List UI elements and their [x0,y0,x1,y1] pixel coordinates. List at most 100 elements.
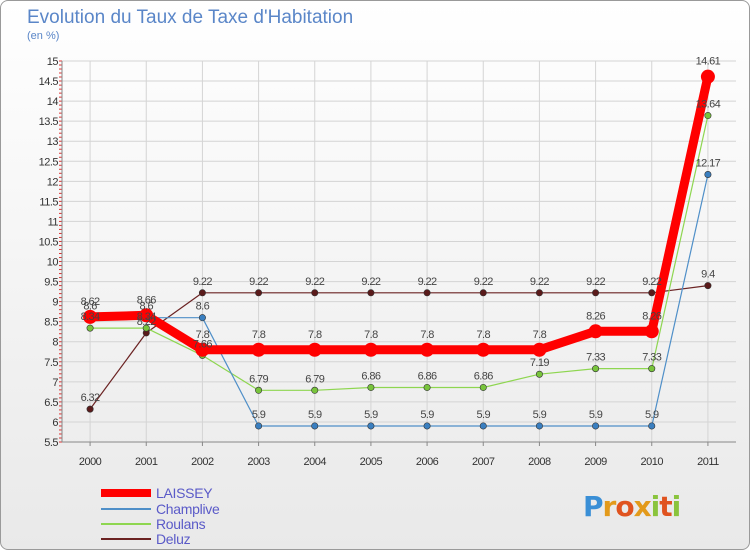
data-label-roulans: 6.86 [474,370,493,382]
point-champlive [535,422,543,430]
x-tick-label: 2006 [416,456,439,468]
point-laissey [83,309,98,324]
point-laissey [476,342,491,357]
data-label-laissey: 14.61 [696,56,721,68]
point-roulans [311,386,319,394]
data-label-roulans: 6.86 [361,370,380,382]
point-roulans [142,324,150,332]
y-tick-label: 9.5 [44,277,58,289]
data-label-champlive: 5.9 [420,409,434,421]
data-label-deluz: 6.32 [81,392,100,404]
logo-letter: t [659,490,672,523]
point-roulans [535,370,543,378]
y-tick-label: 8.5 [44,317,58,329]
x-tick-label: 2011 [697,456,719,468]
data-label-deluz: 9.22 [586,276,605,288]
logo-letter: r [602,490,617,523]
data-label-laissey: 7.8 [364,329,378,341]
point-champlive [704,170,712,178]
x-tick-label: 2004 [304,456,327,468]
point-roulans [367,383,375,391]
point-laissey [195,342,210,357]
y-tick-label: 7 [52,377,58,389]
point-roulans [255,386,263,394]
x-tick-label: 2007 [472,456,495,468]
data-label-deluz: 9.22 [530,276,549,288]
series-line-champlive [89,173,709,427]
point-deluz [86,405,94,413]
chart-title: Evolution du Taux de Taxe d'Habitation [27,7,354,28]
data-label-laissey: 8.26 [642,310,661,322]
point-roulans [592,365,600,373]
point-laissey [644,324,659,339]
x-tick-label: 2000 [79,456,102,468]
data-label-champlive: 5.9 [364,409,378,421]
data-label-champlive: 5.9 [645,409,659,421]
y-tick-label: 12.5 [39,156,59,168]
point-deluz [367,289,375,297]
unit-label: (en %) [27,30,60,42]
y-tick-label: 7.5 [44,357,58,369]
point-deluz [198,289,206,297]
point-champlive [479,422,487,430]
point-laissey [420,342,435,357]
x-tick-label: 2002 [191,456,214,468]
x-tick-label: 2005 [360,456,383,468]
point-roulans [704,112,712,120]
data-label-champlive: 5.9 [252,409,266,421]
data-label-laissey: 7.8 [477,329,491,341]
data-label-deluz: 9.22 [361,276,380,288]
point-champlive [255,422,263,430]
point-deluz [311,289,319,297]
data-label-champlive: 8.6 [140,301,154,313]
x-tick-label: 2003 [247,456,270,468]
y-tick-label: 8 [52,337,58,349]
y-tick-label: 14 [47,96,59,108]
x-tick-label: 2009 [584,456,607,468]
data-label-deluz: 9.22 [642,276,661,288]
gridlines [62,60,736,442]
point-deluz [535,289,543,297]
point-laissey [363,342,378,357]
point-laissey [307,342,322,357]
data-label-champlive: 8.6 [196,301,210,313]
point-roulans [479,383,487,391]
data-label-roulans: 6.79 [305,373,324,385]
point-champlive [198,314,206,322]
y-tick-label: 10.5 [39,236,59,248]
point-deluz [592,289,600,297]
data-label-roulans: 7.19 [530,357,549,369]
data-label-deluz: 9.22 [418,276,437,288]
point-champlive [311,422,319,430]
legend-label-roulans: Roulans [156,516,206,532]
y-tick-label: 10 [47,257,59,269]
point-roulans [648,365,656,373]
data-label-champlive: 5.9 [589,409,603,421]
data-label-champlive: 5.9 [477,409,491,421]
data-label-champlive: 12.17 [696,157,721,169]
data-label-roulans: 7.33 [642,352,661,364]
point-deluz [704,282,712,290]
logo-letter: i [650,490,661,523]
series-line-roulans [89,114,709,391]
data-label-roulans: 6.79 [249,373,268,385]
logo-letter: P [583,490,604,523]
data-label-deluz: 8.22 [137,316,156,328]
x-tick-label: 2010 [641,456,664,468]
point-deluz [255,289,263,297]
y-tick-label: 11.5 [39,196,58,208]
series-lines [83,69,715,430]
data-label-laissey: 8.26 [586,310,605,322]
legend-label-champlive: Champlive [156,501,220,517]
data-label-deluz: 9.22 [474,276,493,288]
data-label-deluz: 9.4 [701,269,715,281]
point-champlive [367,422,375,430]
y-tick-label: 5.5 [44,437,58,449]
logo-letter: o [615,490,634,523]
x-tick-label: 2008 [528,456,551,468]
data-label-deluz: 9.22 [305,276,324,288]
data-label-laissey: 7.8 [420,329,434,341]
axes: 5.5 6 6.5 7 7.5 8 8.5 9 9.5 10 10.5 11 11.5 12 12.5 13 1… [39,56,736,468]
